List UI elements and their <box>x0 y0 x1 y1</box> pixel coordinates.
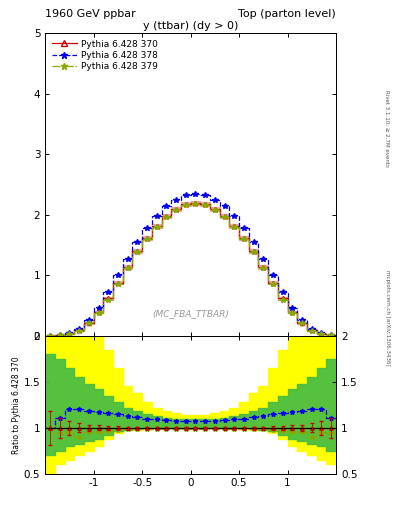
Text: mcplots.cern.ch [arXiv:1306.3436]: mcplots.cern.ch [arXiv:1306.3436] <box>385 270 389 365</box>
Text: 1960 GeV ppbar: 1960 GeV ppbar <box>45 9 136 19</box>
Text: Rivet 3.1.10; ≥ 2.7M events: Rivet 3.1.10; ≥ 2.7M events <box>385 90 389 166</box>
Title: y (ttbar) (dy > 0): y (ttbar) (dy > 0) <box>143 21 238 31</box>
Text: (MC_FBA_TTBAR): (MC_FBA_TTBAR) <box>152 309 229 318</box>
Text: Top (parton level): Top (parton level) <box>238 9 336 19</box>
Y-axis label: Ratio to Pythia 6.428 370: Ratio to Pythia 6.428 370 <box>12 356 21 454</box>
Legend: Pythia 6.428 370, Pythia 6.428 378, Pythia 6.428 379: Pythia 6.428 370, Pythia 6.428 378, Pyth… <box>50 38 160 73</box>
